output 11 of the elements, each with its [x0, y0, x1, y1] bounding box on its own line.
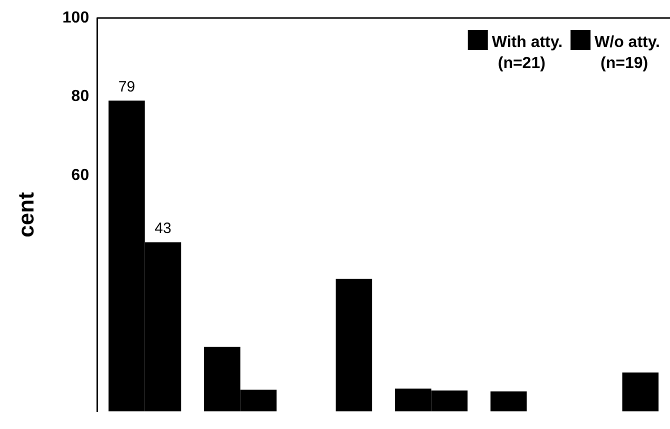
y-axis-title: cent	[13, 191, 38, 238]
data-label: 79	[118, 78, 136, 96]
bar	[490, 391, 527, 412]
y-tick-label: 60	[71, 166, 90, 184]
bar	[336, 278, 372, 412]
bar	[622, 372, 659, 412]
y-tick-label: 80	[71, 88, 90, 106]
legend-label: With atty. (n=21)	[492, 34, 563, 72]
data-label: 43	[154, 220, 172, 237]
y-tick-label: 100	[62, 9, 90, 26]
legend-label: W/o atty. (n=19)	[594, 34, 660, 72]
